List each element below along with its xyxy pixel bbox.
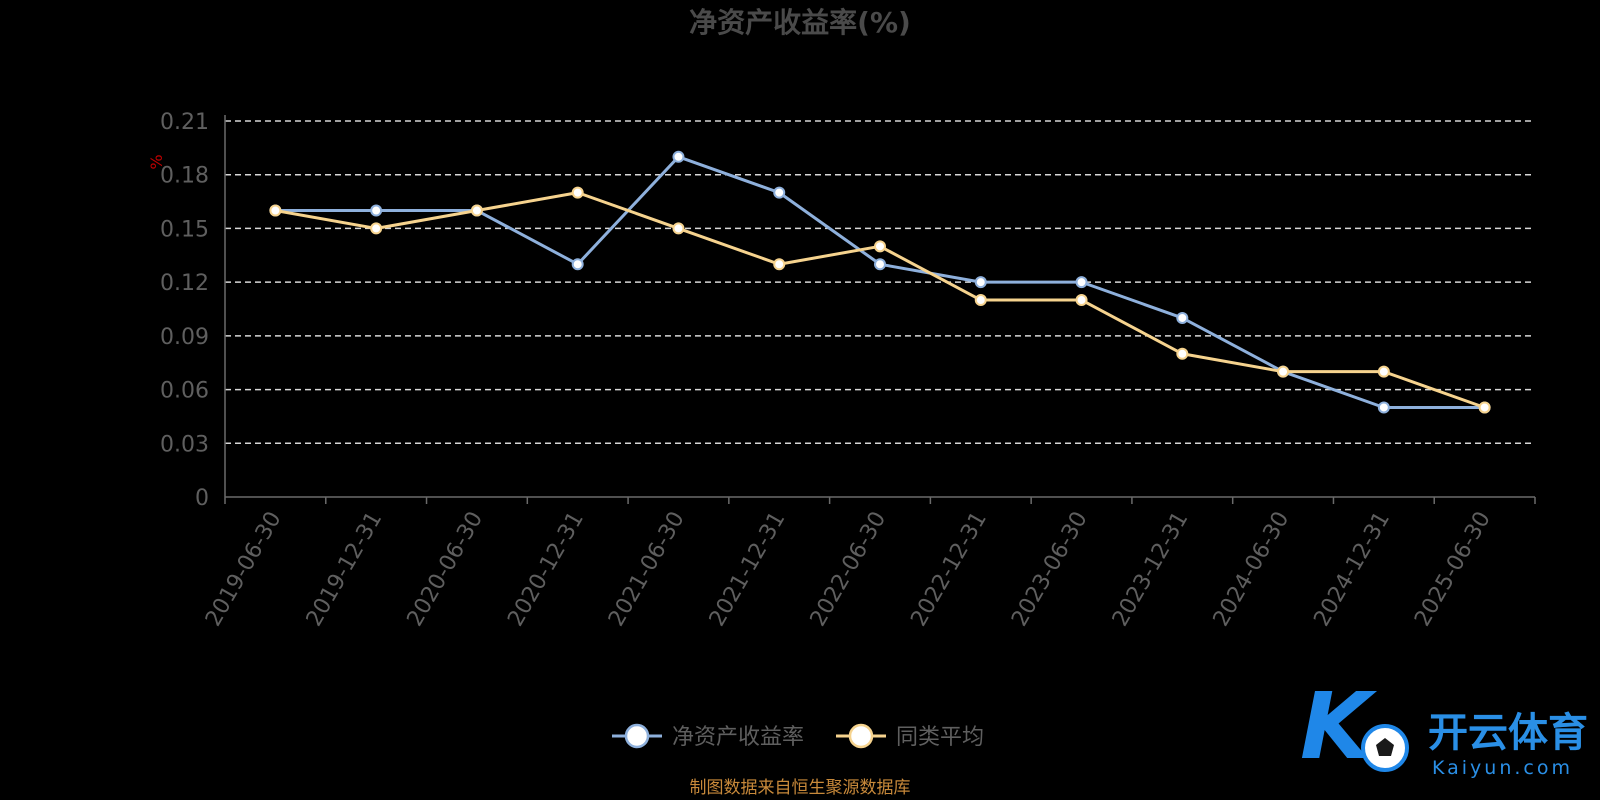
y-tick-label: 0.15 bbox=[160, 217, 209, 242]
legend-marker bbox=[624, 723, 650, 749]
data-point[interactable] bbox=[773, 258, 786, 271]
x-tick-label: 2019-12-31 bbox=[302, 508, 388, 631]
y-tick-label: 0.21 bbox=[160, 110, 209, 135]
brand-logo: K 开云体育 Kaiyun.com bbox=[1300, 673, 1588, 780]
legend-label: 同类平均 bbox=[896, 725, 984, 750]
legend-item-1[interactable]: 净资产收益率 bbox=[612, 723, 804, 750]
data-point[interactable] bbox=[1377, 365, 1390, 378]
grid-lines bbox=[225, 120, 1535, 445]
x-tick-label: 2022-12-31 bbox=[906, 508, 992, 631]
logo-mark: K bbox=[1300, 673, 1377, 780]
series-lines bbox=[269, 150, 1491, 414]
y-axis-unit: % bbox=[147, 154, 166, 169]
y-tick-label: 0 bbox=[195, 486, 209, 511]
chart-title: 净资产收益率(%) bbox=[689, 6, 911, 39]
data-point[interactable] bbox=[1075, 276, 1088, 289]
legend-item-2[interactable]: 同类平均 bbox=[836, 723, 984, 750]
y-tick-label: 0.06 bbox=[160, 379, 209, 404]
x-tick-label: 2021-12-31 bbox=[705, 508, 791, 631]
data-point[interactable] bbox=[370, 222, 383, 235]
y-tick-label: 0.09 bbox=[160, 325, 209, 350]
data-point[interactable] bbox=[974, 276, 987, 289]
data-point[interactable] bbox=[470, 204, 483, 217]
logo-name: 开云体育 bbox=[1428, 710, 1588, 756]
data-point[interactable] bbox=[672, 150, 685, 163]
data-point[interactable] bbox=[571, 186, 584, 199]
data-point[interactable] bbox=[1377, 401, 1390, 414]
data-point[interactable] bbox=[1478, 401, 1491, 414]
y-tick-label: 0.18 bbox=[160, 164, 209, 189]
data-point[interactable] bbox=[874, 258, 886, 271]
data-point[interactable] bbox=[874, 240, 886, 253]
y-tick-label: 0.03 bbox=[160, 432, 209, 457]
soccer-ball-icon bbox=[1361, 724, 1409, 772]
data-source-note: 制图数据来自恒生聚源数据库 bbox=[690, 778, 911, 798]
x-tick-label: 2021-06-30 bbox=[604, 508, 690, 631]
data-point[interactable] bbox=[1176, 311, 1189, 324]
x-tick-label: 2025-06-30 bbox=[1410, 508, 1496, 631]
data-point[interactable] bbox=[370, 204, 383, 217]
x-tick-label: 2024-12-31 bbox=[1309, 508, 1395, 631]
x-tick-label: 2019-06-30 bbox=[201, 508, 287, 631]
x-tick-label: 2023-06-30 bbox=[1007, 508, 1093, 631]
legend-label: 净资产收益率 bbox=[672, 725, 804, 750]
data-point[interactable] bbox=[974, 294, 987, 307]
y-axis-ticks: 0 0.03 0.06 0.09 0.12 0.15 0.18 0.21 bbox=[160, 110, 209, 511]
data-point[interactable] bbox=[672, 222, 685, 235]
data-point[interactable] bbox=[1277, 365, 1290, 378]
legend[interactable]: 净资产收益率 同类平均 bbox=[612, 723, 984, 750]
x-tick-label: 2020-06-30 bbox=[403, 508, 489, 631]
x-tick-label: 2022-06-30 bbox=[806, 508, 892, 631]
data-point[interactable] bbox=[571, 258, 584, 271]
legend-marker bbox=[848, 723, 874, 749]
x-tick-label: 2020-12-31 bbox=[503, 508, 589, 631]
data-point[interactable] bbox=[1075, 294, 1088, 307]
x-tick-label: 2023-12-31 bbox=[1108, 508, 1194, 631]
logo-sub: Kaiyun.com bbox=[1432, 757, 1573, 779]
data-point[interactable] bbox=[1176, 347, 1189, 360]
y-tick-label: 0.12 bbox=[160, 271, 209, 296]
data-point[interactable] bbox=[773, 186, 786, 199]
series-line-2 bbox=[275, 191, 1486, 409]
x-tick-label: 2024-06-30 bbox=[1209, 508, 1295, 631]
data-point[interactable] bbox=[269, 204, 282, 217]
